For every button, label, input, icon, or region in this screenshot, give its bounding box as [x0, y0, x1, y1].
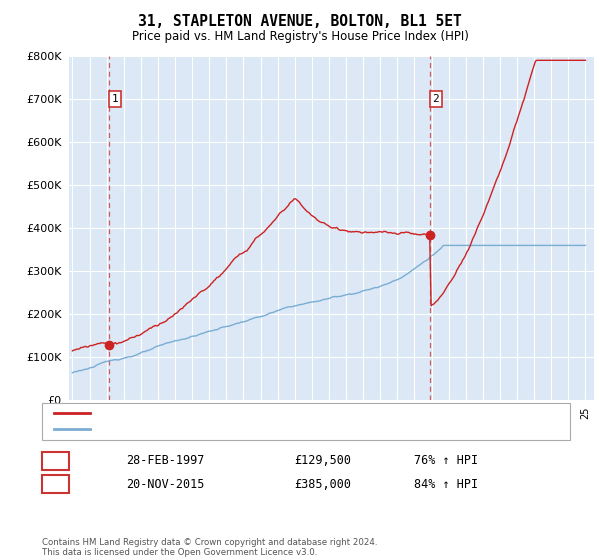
- Text: 31, STAPLETON AVENUE, BOLTON, BL1 5ET (detached house): 31, STAPLETON AVENUE, BOLTON, BL1 5ET (d…: [102, 408, 439, 418]
- Text: Price paid vs. HM Land Registry's House Price Index (HPI): Price paid vs. HM Land Registry's House …: [131, 30, 469, 43]
- Text: 31, STAPLETON AVENUE, BOLTON, BL1 5ET: 31, STAPLETON AVENUE, BOLTON, BL1 5ET: [138, 14, 462, 29]
- Text: Contains HM Land Registry data © Crown copyright and database right 2024.
This d: Contains HM Land Registry data © Crown c…: [42, 538, 377, 557]
- Text: HPI: Average price, detached house, Bolton: HPI: Average price, detached house, Bolt…: [102, 424, 365, 435]
- Text: 28-FEB-1997: 28-FEB-1997: [126, 454, 205, 468]
- Text: £129,500: £129,500: [294, 454, 351, 468]
- Text: 2: 2: [433, 94, 439, 104]
- Text: 20-NOV-2015: 20-NOV-2015: [126, 478, 205, 491]
- Text: 76% ↑ HPI: 76% ↑ HPI: [414, 454, 478, 468]
- Text: £385,000: £385,000: [294, 478, 351, 491]
- Text: 1: 1: [112, 94, 119, 104]
- Text: 2: 2: [52, 478, 59, 491]
- Text: 84% ↑ HPI: 84% ↑ HPI: [414, 478, 478, 491]
- Text: 1: 1: [52, 454, 59, 468]
